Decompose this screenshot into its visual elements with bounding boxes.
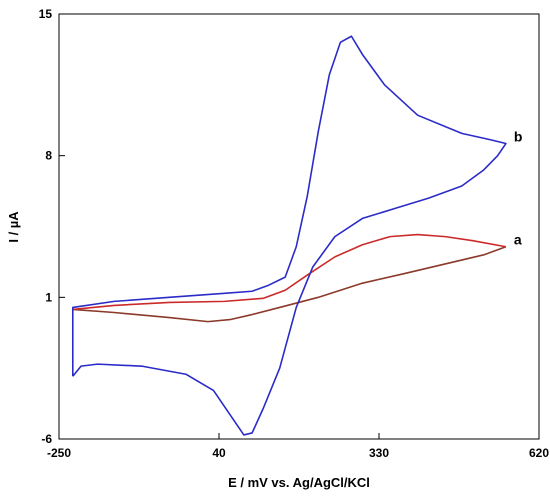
x-tick-label: 40 xyxy=(212,446,226,460)
series-a-forward-sweep xyxy=(72,233,507,311)
plot-frame xyxy=(58,13,540,440)
series-b-curve xyxy=(71,35,507,436)
series-label-a: a xyxy=(514,232,522,248)
series-label-b: b xyxy=(514,129,523,145)
x-tick-label: 330 xyxy=(369,446,389,460)
y-axis-title: I / µA xyxy=(6,211,21,243)
x-tick-label: 620 xyxy=(529,446,549,460)
series-a-return-sweep xyxy=(72,245,507,323)
plot-series: ab xyxy=(71,35,523,436)
x-axis-title: E / mV vs. Ag/AgCl/KCl xyxy=(228,475,370,490)
y-tick-label: 1 xyxy=(45,290,52,304)
y-tick-label: 15 xyxy=(39,7,53,21)
axes: -250 40 330 620 -6 1 8 15 xyxy=(39,7,550,460)
y-tick-label: 8 xyxy=(45,149,52,163)
x-tick-label: -250 xyxy=(47,446,71,460)
y-tick-label: -6 xyxy=(41,432,52,446)
series-b: b xyxy=(71,35,523,436)
series-a: a xyxy=(72,232,522,323)
